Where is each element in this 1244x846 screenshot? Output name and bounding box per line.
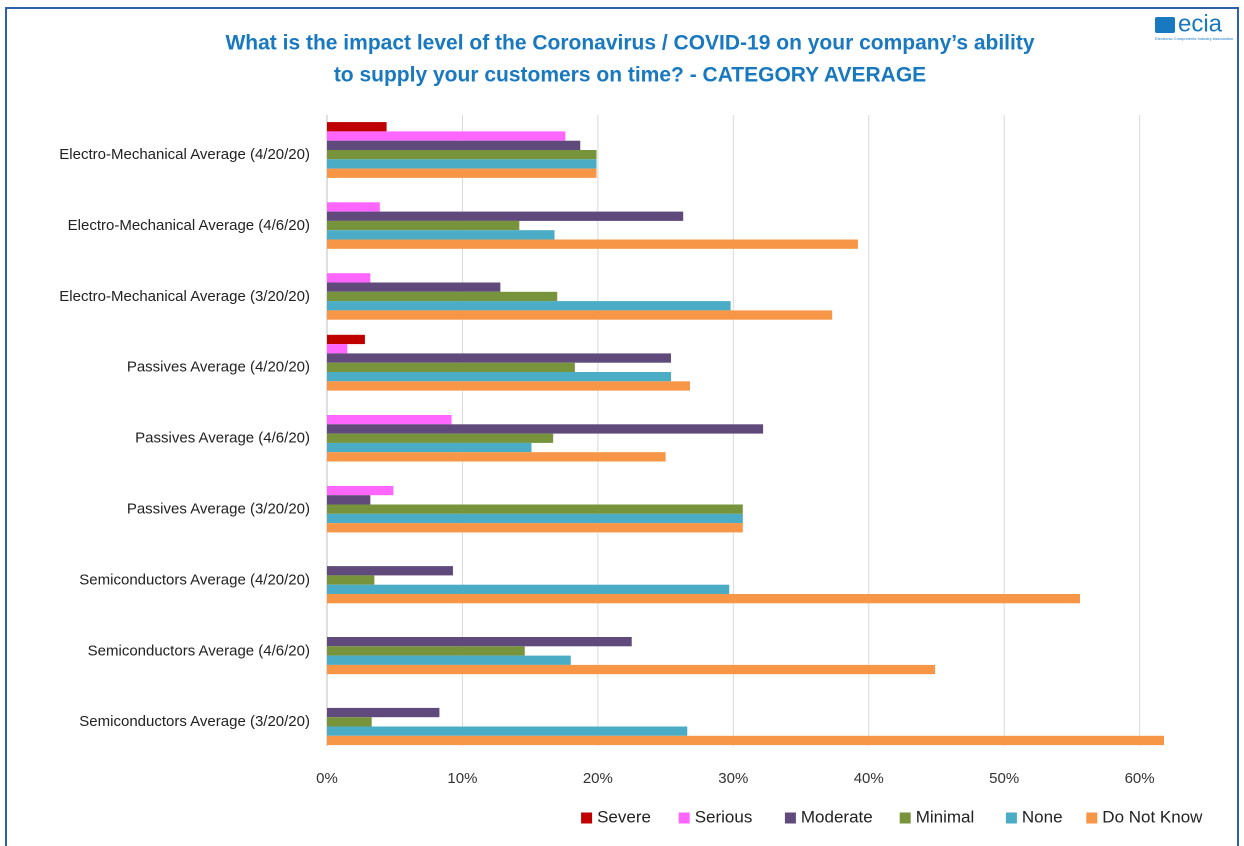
legend-swatch <box>678 812 690 824</box>
bar <box>327 140 581 150</box>
bar <box>327 513 743 524</box>
legend-label: Severe <box>597 807 651 826</box>
legend-swatch <box>1005 812 1017 824</box>
bar <box>327 381 690 391</box>
y-tick-label: Semiconductors Average (3/20/20) <box>79 713 310 730</box>
bar <box>327 655 571 665</box>
logo: ecia Electronic Components Industry Asso… <box>1155 10 1233 41</box>
y-tick-label: Semiconductors Average (4/20/20) <box>79 571 310 588</box>
bar <box>327 273 371 283</box>
bar <box>327 211 684 221</box>
bar <box>327 424 764 434</box>
bar <box>327 310 833 320</box>
bar <box>327 362 575 372</box>
legend-swatch <box>581 812 593 824</box>
logo-icon <box>1155 17 1175 33</box>
bar <box>327 735 1164 746</box>
legend-label: None <box>1022 807 1063 826</box>
bar <box>327 344 348 354</box>
y-tick-label: Electro-Mechanical Average (4/6/20) <box>68 217 310 234</box>
bar <box>327 353 672 363</box>
y-tick-label: Passives Average (4/6/20) <box>135 430 310 447</box>
bar <box>327 452 666 462</box>
legend-label: Serious <box>695 807 753 826</box>
legend-swatch <box>899 812 911 824</box>
bar <box>327 646 525 656</box>
y-tick-label: Passives Average (3/20/20) <box>127 500 310 517</box>
x-tick-label: 10% <box>447 770 477 787</box>
bar <box>327 415 452 425</box>
bar <box>327 230 555 240</box>
bar <box>327 372 672 382</box>
bar <box>327 282 501 292</box>
bar <box>327 159 597 169</box>
x-tick-label: 40% <box>854 770 884 787</box>
bar <box>327 584 730 594</box>
bar <box>327 301 731 311</box>
bar <box>327 664 936 675</box>
bar <box>327 131 566 141</box>
chart-title: to supply your customers on time? - CATE… <box>334 64 926 87</box>
bar <box>327 495 371 505</box>
bar <box>327 291 558 302</box>
x-tick-label: 20% <box>583 770 613 787</box>
bar <box>327 168 597 178</box>
bar <box>327 504 743 514</box>
bar <box>327 433 554 443</box>
bar <box>327 637 632 647</box>
y-tick-label: Electro-Mechanical Average (4/20/20) <box>59 146 310 163</box>
bar <box>327 707 440 718</box>
legend-label: Minimal <box>916 807 975 826</box>
bar <box>327 239 858 249</box>
bar <box>327 566 453 576</box>
x-tick-label: 30% <box>718 770 748 787</box>
x-tick-label: 60% <box>1125 770 1155 787</box>
bar <box>327 726 688 736</box>
legend-swatch <box>1086 812 1098 824</box>
y-tick-label: Passives Average (4/20/20) <box>127 359 310 376</box>
bar <box>327 334 365 345</box>
bar <box>327 717 372 727</box>
logo-subtext: Electronic Components Industry Associati… <box>1155 36 1233 41</box>
logo-text: ecia <box>1178 10 1223 37</box>
bar <box>327 122 387 132</box>
x-tick-label: 0% <box>316 770 338 787</box>
legend-label: Moderate <box>801 807 873 826</box>
bar <box>327 485 394 496</box>
bar <box>327 442 532 453</box>
x-tick-label: 50% <box>989 770 1019 787</box>
legend-label: Do Not Know <box>1102 807 1203 826</box>
bar <box>327 594 1081 604</box>
bar <box>327 575 375 585</box>
chart-title: What is the impact level of the Coronavi… <box>225 32 1034 55</box>
bar <box>327 202 380 212</box>
legend-swatch <box>784 812 796 824</box>
y-tick-label: Semiconductors Average (4/6/20) <box>88 642 310 659</box>
y-tick-label: Electro-Mechanical Average (3/20/20) <box>59 288 310 305</box>
bar <box>327 523 743 533</box>
bar <box>327 220 520 231</box>
bar <box>327 150 597 160</box>
